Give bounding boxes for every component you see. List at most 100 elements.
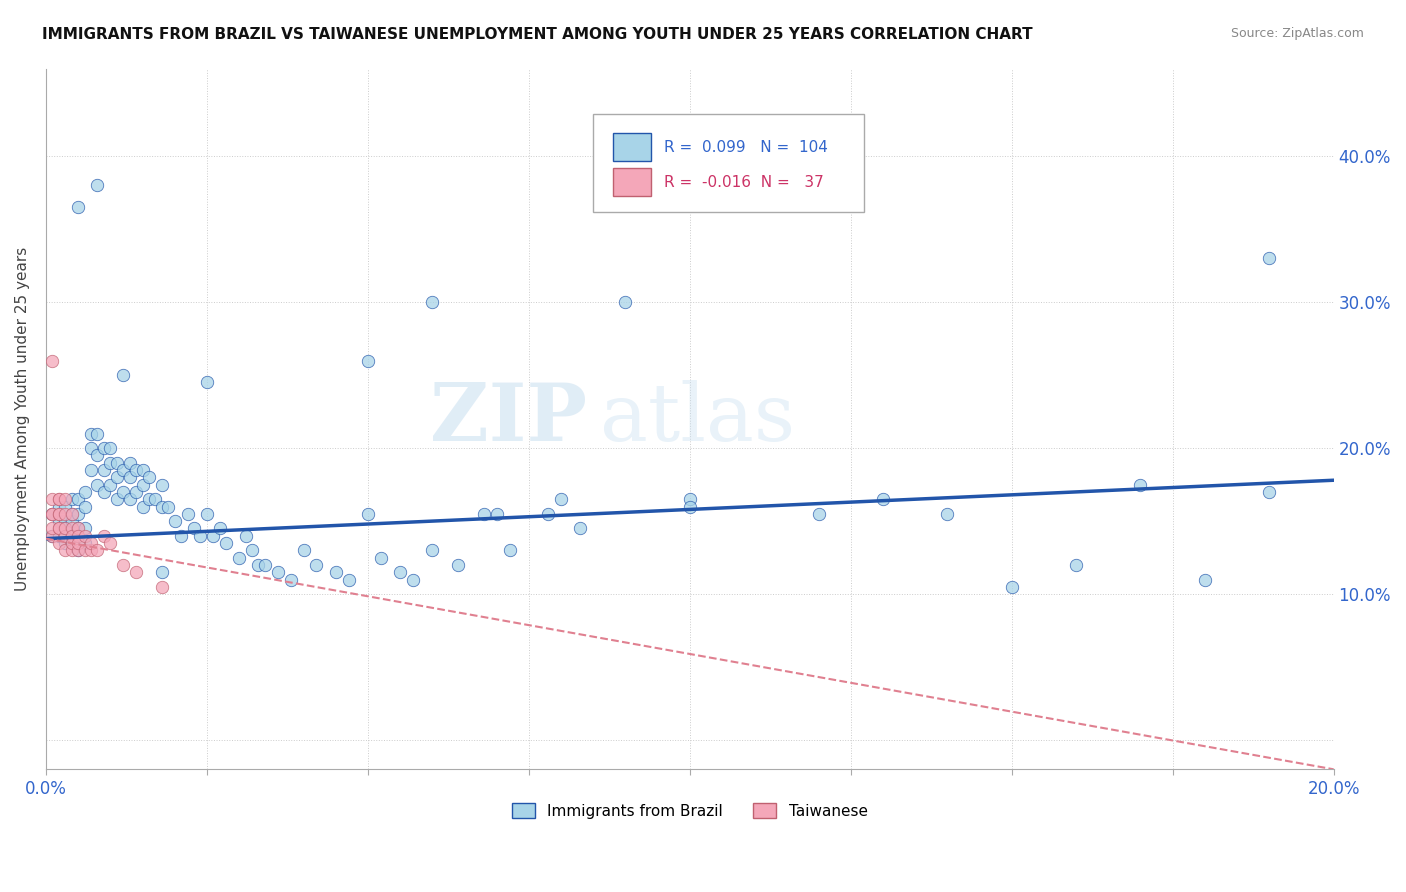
Point [292, 543, 315, 558]
Point [215, 536, 238, 550]
Point [131, 463, 153, 477]
Point [67, 543, 90, 558]
Point [150, 565, 173, 579]
Point [73, 484, 96, 499]
Point [67, 200, 90, 214]
Point [53, 521, 76, 535]
Point [41, 507, 63, 521]
Point [447, 558, 470, 572]
Point [86, 477, 108, 491]
Point [80, 543, 103, 558]
Point [105, 470, 128, 484]
FancyBboxPatch shape [593, 114, 863, 212]
Point [1001, 580, 1024, 594]
Point [472, 507, 495, 521]
Point [679, 500, 702, 514]
Point [67, 507, 90, 521]
Point [485, 507, 508, 521]
Bar [613, 168, 651, 196]
Point [176, 507, 198, 521]
Point [48, 536, 70, 550]
Point [67, 521, 90, 535]
Point [93, 441, 115, 455]
Point [98, 536, 121, 550]
Point [150, 500, 173, 514]
Point [370, 550, 392, 565]
Point [60, 536, 83, 550]
Legend: Immigrants from Brazil, Taiwanese: Immigrants from Brazil, Taiwanese [506, 797, 873, 825]
Point [305, 558, 328, 572]
Point [98, 441, 121, 455]
Point [138, 492, 160, 507]
Point [402, 573, 425, 587]
Point [872, 492, 894, 507]
Point [389, 565, 412, 579]
Point [53, 529, 76, 543]
Point [240, 543, 263, 558]
Point [60, 514, 83, 528]
Point [80, 536, 103, 550]
Point [118, 470, 141, 484]
Point [202, 529, 225, 543]
Point [53, 514, 76, 528]
Point [41, 507, 63, 521]
Point [1258, 484, 1281, 499]
Point [190, 529, 212, 543]
Text: R =  0.099   N =  104: R = 0.099 N = 104 [664, 139, 828, 154]
Point [195, 376, 218, 390]
Point [247, 558, 270, 572]
Point [325, 565, 347, 579]
Point [41, 492, 63, 507]
Point [125, 484, 148, 499]
Point [67, 543, 90, 558]
Point [112, 484, 135, 499]
Point [183, 521, 205, 535]
Point [420, 295, 443, 310]
Point [112, 368, 135, 383]
Point [60, 529, 83, 543]
Point [93, 463, 115, 477]
Point [118, 492, 141, 507]
Point [60, 492, 83, 507]
Point [357, 507, 380, 521]
Point [41, 529, 63, 543]
Point [60, 507, 83, 521]
Point [357, 353, 380, 368]
Point [235, 529, 257, 543]
Point [195, 507, 218, 521]
Point [1258, 252, 1281, 266]
Point [569, 521, 592, 535]
Point [86, 178, 108, 193]
Point [228, 550, 250, 565]
Point [138, 470, 160, 484]
Point [48, 521, 70, 535]
Point [48, 514, 70, 528]
Point [131, 500, 153, 514]
Point [614, 295, 637, 310]
Point [41, 507, 63, 521]
Point [53, 500, 76, 514]
Point [420, 543, 443, 558]
Text: IMMIGRANTS FROM BRAZIL VS TAIWANESE UNEMPLOYMENT AMONG YOUTH UNDER 25 YEARS CORR: IMMIGRANTS FROM BRAZIL VS TAIWANESE UNEM… [42, 27, 1033, 42]
Point [1129, 477, 1152, 491]
Point [112, 463, 135, 477]
Point [48, 521, 70, 535]
Point [253, 558, 276, 572]
Point [267, 565, 290, 579]
Y-axis label: Unemployment Among Youth under 25 years: Unemployment Among Youth under 25 years [15, 247, 30, 591]
Point [48, 492, 70, 507]
Point [280, 573, 302, 587]
Point [208, 521, 231, 535]
Point [67, 521, 90, 535]
Point [80, 441, 103, 455]
Point [73, 500, 96, 514]
Point [145, 492, 167, 507]
Point [150, 580, 173, 594]
Text: Source: ZipAtlas.com: Source: ZipAtlas.com [1230, 27, 1364, 40]
Point [60, 536, 83, 550]
Point [48, 507, 70, 521]
Text: ZIP: ZIP [430, 380, 586, 458]
Point [48, 529, 70, 543]
Point [112, 558, 135, 572]
Point [537, 507, 560, 521]
